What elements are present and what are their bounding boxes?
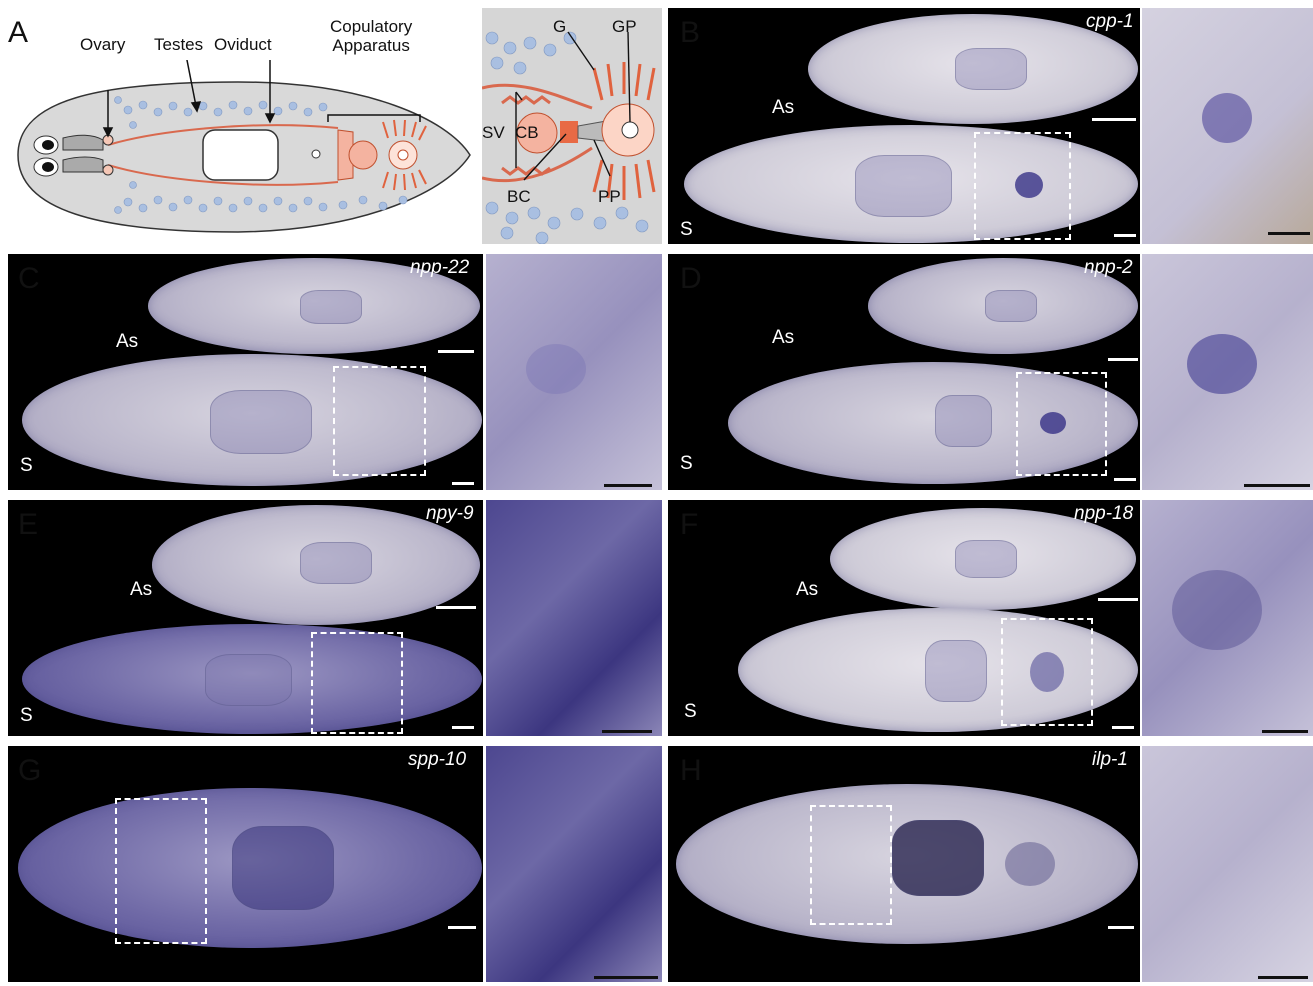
panel-f-pharynx-sexual <box>925 640 987 702</box>
inset-label-bc: BC <box>507 187 531 206</box>
panel-letter-a: A <box>8 16 29 49</box>
panel-e-pharynx-sexual <box>205 654 292 706</box>
panel-b-pharynx-sexual <box>855 155 952 217</box>
panel-b-worm-sexual <box>684 125 1138 243</box>
panel-letter-b: B <box>680 16 701 49</box>
panel-d-zoom <box>1142 254 1313 490</box>
panel-f-sexual-label: S <box>684 701 697 722</box>
panel-f-scalebar-asexual <box>1098 598 1138 601</box>
panel-b-asexual-label: As <box>772 97 795 118</box>
panel-h-pharynx <box>892 820 984 896</box>
panel-letter-e: E <box>18 508 39 541</box>
panel-b-gene-label: cpp-1 <box>1086 11 1134 32</box>
panel-h-zoom-box <box>810 805 892 925</box>
inset-label-pp: PP <box>598 187 621 206</box>
panel-e-scalebar-asexual <box>436 606 476 609</box>
panel-d-asexual-label: As <box>772 327 795 348</box>
panel-f-gene-label: npp-18 <box>1074 503 1134 524</box>
panel-letter-f: F <box>680 508 699 541</box>
panel-c-pharynx-asexual <box>300 290 362 324</box>
panel-f-worm-asexual <box>830 508 1136 610</box>
panel-e-asexual-label: As <box>130 579 153 600</box>
panel-c-pharynx-sexual <box>210 390 312 454</box>
panel-g-scalebar <box>448 926 476 929</box>
panel-letter-h: H <box>680 754 702 787</box>
panel-b-pharynx-asexual <box>955 48 1027 90</box>
panel-g-worm <box>18 788 482 948</box>
inset-label-g: G <box>553 17 567 36</box>
panel-d-pharynx-asexual <box>985 290 1037 322</box>
panel-h-scalebar <box>1108 926 1134 929</box>
panel-c-sexual-label: S <box>20 455 33 476</box>
panel-d-pharynx-sexual <box>935 395 992 447</box>
panel-d-sexual-label: S <box>680 453 693 474</box>
panel-g-zoom-box <box>115 798 207 944</box>
panel-e-pharynx-asexual <box>300 542 372 584</box>
panel-e-sexual-label: S <box>20 705 33 726</box>
panel-e-gene-label: npy-9 <box>426 503 474 524</box>
panel-b-zoom <box>1142 8 1313 244</box>
panel-h-gene-label: ilp-1 <box>1092 749 1128 770</box>
panel-d-copulatory-stain <box>1040 412 1066 434</box>
panel-e-zoom-scalebar <box>602 730 652 733</box>
panel-e-zoom-box <box>311 632 403 734</box>
panel-b-scalebar-sexual <box>1114 234 1136 237</box>
panel-g-pharynx <box>232 826 334 910</box>
panel-f-zoom-box <box>1001 618 1093 726</box>
panel-f-asexual-label: As <box>796 579 819 600</box>
panel-b-zoom-scalebar <box>1268 232 1310 235</box>
inset-label-cb: CB <box>515 123 539 142</box>
panel-letter-g: G <box>18 754 42 787</box>
panel-c-scalebar-sexual <box>452 482 474 485</box>
panel-letter-d: D <box>680 262 702 295</box>
label-oviduct: Oviduct <box>214 35 272 54</box>
panel-c-scalebar-asexual <box>438 350 474 353</box>
panel-f-copulatory-stain <box>1030 652 1064 692</box>
panel-h-zoom-scalebar <box>1258 976 1308 979</box>
panel-c-asexual-label: As <box>116 331 139 352</box>
panel-d-zoom-scalebar <box>1244 484 1310 487</box>
panel-c-zoom-box <box>333 366 426 476</box>
copulatory-inset <box>482 8 662 244</box>
label-testes: Testes <box>154 35 204 54</box>
panel-g-gene-label: spp-10 <box>408 749 467 770</box>
panel-c-zoom <box>486 254 662 490</box>
panel-c-worm-sexual <box>22 354 482 486</box>
panel-g-zoom-scalebar <box>594 976 658 979</box>
panel-f-zoom-scalebar <box>1262 730 1308 733</box>
label-ovary: Ovary <box>80 35 126 54</box>
panel-c-gene-label: npp-22 <box>410 257 470 278</box>
panel-d-gene-label: npp-2 <box>1084 257 1133 278</box>
planarian-schematic <box>17 60 471 233</box>
label-copulatory-apparatus: Copulatory Apparatus <box>330 17 413 55</box>
inset-label-sv: SV <box>482 123 505 142</box>
panel-b-zoom-box <box>974 132 1071 240</box>
panel-d-zoom-box <box>1016 372 1107 476</box>
panel-f-zoom <box>1142 500 1313 736</box>
panel-g-zoom <box>486 746 662 982</box>
inset-label-gp: GP <box>612 17 637 36</box>
panel-e-scalebar-sexual <box>452 726 474 729</box>
panel-e-zoom <box>486 500 662 736</box>
panel-b-scalebar-asexual <box>1092 118 1136 121</box>
panel-f-scalebar-sexual <box>1112 726 1134 729</box>
panel-f-pharynx-asexual <box>955 540 1017 578</box>
panel-e-worm-sexual <box>22 624 482 734</box>
panel-letter-c: C <box>18 262 40 295</box>
panel-d-scalebar-sexual <box>1114 478 1136 481</box>
panel-d-worm-asexual <box>868 258 1138 354</box>
panel-f-worm-sexual <box>738 608 1138 732</box>
panel-h-copulatory-region <box>1005 842 1055 886</box>
panel-d-worm-sexual <box>728 362 1138 484</box>
panel-b-sexual-label: S <box>680 219 693 240</box>
panel-d-scalebar-asexual <box>1108 358 1138 361</box>
panel-h-zoom <box>1142 746 1313 982</box>
panel-b-copulatory-stain <box>1015 172 1043 198</box>
panel-c-zoom-scalebar <box>604 484 652 487</box>
